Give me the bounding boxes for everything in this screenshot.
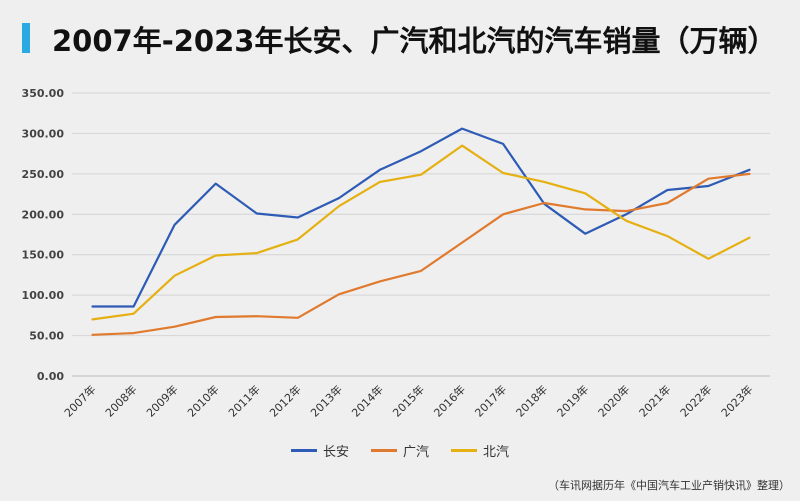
x-tick-label: 2019年 [554,382,591,419]
x-tick-label: 2008年 [102,382,139,419]
title-accent-bar [22,23,30,53]
x-tick-label: 2014年 [349,382,386,419]
legend-item: 北汽 [451,441,509,460]
legend-label: 长安 [322,445,349,460]
x-tick-label: 2021年 [636,382,673,419]
legend-swatch [370,449,397,452]
x-tick-label: 2015年 [390,382,427,419]
y-tick-label: 300.00 [22,127,65,140]
chart-title: 2007年-2023年长安、广汽和北汽的汽车销量（万辆） [52,24,777,58]
x-tick-label: 2016年 [431,382,468,419]
legend-item: 广汽 [370,441,429,460]
y-tick-label: 350.00 [22,87,65,100]
y-tick-label: 100.00 [22,289,65,302]
x-tick-label: 2020年 [595,382,632,419]
x-tick-label: 2017年 [472,382,509,419]
x-tick-label: 2012年 [266,382,303,419]
legend-swatch [451,449,477,452]
legend-item: 长安 [290,441,349,460]
x-tick-label: 2013年 [308,382,345,419]
y-tick-label: 200.00 [22,208,65,221]
x-tick-label: 2022年 [677,382,714,419]
series-line [91,172,751,336]
source-note: （车讯网据历年《中国汽车工业产销快讯》整理） [548,479,790,492]
x-tick-label: 2011年 [225,382,262,419]
legend-swatch [290,449,317,452]
x-tick-label: 2007年 [61,382,98,419]
series-line [91,127,751,308]
x-tick-label: 2010年 [184,382,221,419]
y-tick-label: 0.00 [37,370,64,383]
y-tick-label: 150.00 [22,249,65,262]
series-line [91,144,751,321]
y-tick-label: 250.00 [22,168,65,181]
legend-label: 广汽 [402,445,429,460]
x-tick-label: 2018年 [513,382,550,419]
x-tick-label: 2023年 [718,382,755,419]
legend-label: 北汽 [483,445,510,460]
x-tick-label: 2009年 [143,382,180,419]
chart-legend: 长安 广汽 北汽 [0,441,800,460]
y-tick-label: 50.00 [29,330,64,343]
